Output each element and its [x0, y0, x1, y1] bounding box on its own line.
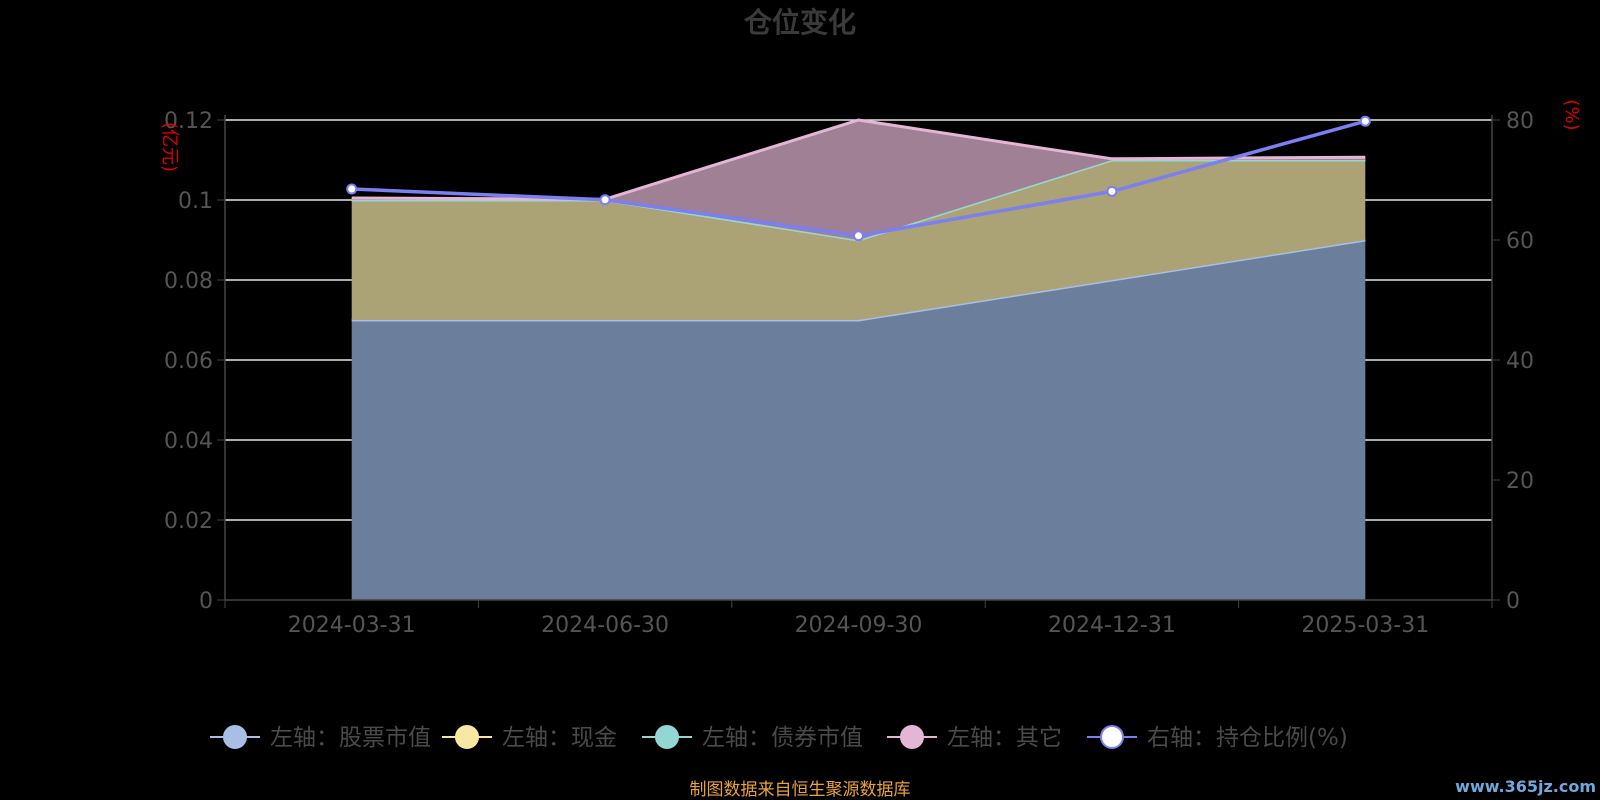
right-tick-label: 0	[1506, 589, 1520, 614]
line-series	[346, 115, 1371, 242]
legend-marker	[1100, 725, 1124, 749]
left-tick-label: 0.1	[178, 189, 213, 214]
x-tick-label: 2024-03-31	[288, 613, 416, 638]
right-tick-label: 60	[1506, 229, 1534, 254]
left-tick-label: 0.12	[164, 109, 213, 134]
x-tick-label: 2024-06-30	[541, 613, 669, 638]
legend: 左轴：股票市值 左轴：现金 左轴：债券市值 左轴：其它 右轴：持仓比例(%)	[210, 725, 1348, 751]
left-tick-label: 0.04	[164, 429, 213, 454]
left-tick-label: 0.02	[164, 509, 213, 534]
legend-marker	[223, 725, 247, 749]
legend-marker	[655, 725, 679, 749]
left-axis-unit: (亿元)	[159, 122, 180, 172]
line-point	[599, 194, 611, 206]
area-左轴：其它	[351, 120, 1366, 240]
right-axis-unit: (%)	[1561, 99, 1582, 130]
legend-label: 左轴：债券市值	[702, 725, 863, 751]
left-tick-label: 0.08	[164, 269, 213, 294]
legend-label: 左轴：现金	[502, 725, 617, 751]
area-series	[351, 118, 1366, 600]
left-tick-label: 0	[199, 589, 213, 614]
legend-marker	[900, 725, 924, 749]
right-tick-label: 40	[1506, 349, 1534, 374]
x-tick-label: 2024-09-30	[795, 613, 923, 638]
left-tick-label: 0.06	[164, 349, 213, 374]
area-左轴：股票市值	[351, 240, 1366, 600]
legend-marker	[455, 725, 479, 749]
x-tick-label: 2024-12-31	[1048, 613, 1176, 638]
area-edge-左轴：其它	[351, 118, 1366, 201]
right-tick-label: 20	[1506, 469, 1534, 494]
chart-title: 仓位变化	[744, 6, 856, 39]
line-point	[853, 230, 864, 242]
right-tick-label: 80	[1506, 109, 1534, 134]
line-point	[1359, 115, 1371, 127]
line-point	[346, 183, 358, 195]
legend-label: 左轴：其它	[947, 725, 1062, 751]
x-tick-label: 2025-03-31	[1301, 613, 1429, 638]
data-source-note: 制图数据来自恒生聚源数据库	[690, 780, 911, 800]
axes: 0 0.02 0.04 0.06 0.08 0.1 0.12 0 20 40 60 80 2024-03…	[164, 109, 1534, 638]
legend-label: 左轴：股票市值	[270, 725, 431, 751]
watermark: www.365jz.com	[1455, 777, 1596, 796]
legend-label: 右轴：持仓比例(%)	[1147, 725, 1348, 751]
line-point	[1106, 185, 1118, 197]
